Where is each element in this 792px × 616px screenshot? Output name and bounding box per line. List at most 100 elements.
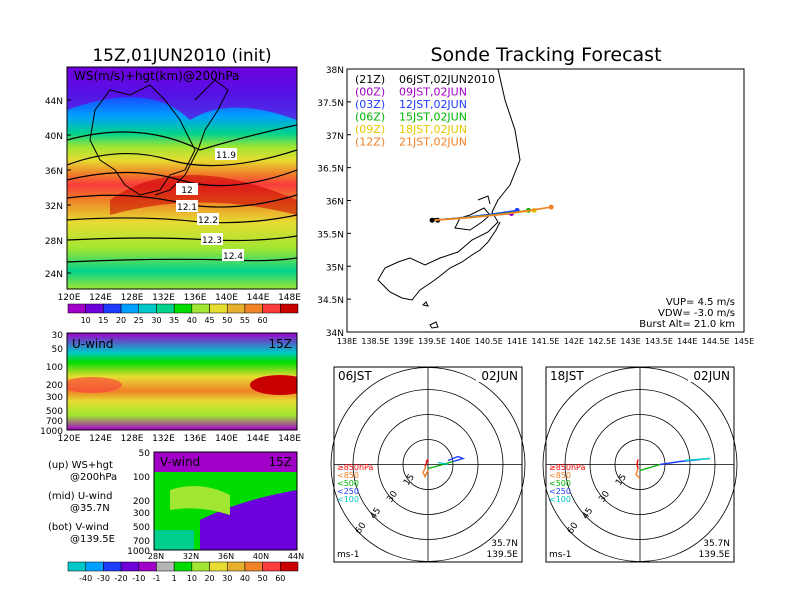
hodograph-06jst: 06JST 02JUN15304560≥850hPa<850<500<250<10… [330, 366, 526, 563]
polar-time: 18JST [550, 369, 584, 383]
svg-text:12.1: 12.1 [177, 203, 197, 213]
polar-unit: ms-1 [337, 550, 359, 560]
colorbar-tick-label: 10 [187, 574, 197, 583]
track-info-line: VUP= 4.5 m/s [666, 297, 735, 308]
colorbar-tick-label: 50 [222, 316, 232, 325]
colorbar-cell [209, 303, 228, 314]
u-wind-time: 15Z [269, 337, 293, 351]
lat-tick-label: 28N [45, 237, 63, 247]
pressure-tick-label: 1000 [127, 547, 150, 557]
lat-tick-label: 40N [253, 552, 269, 561]
colorbar-tick-label: 55 [240, 316, 250, 325]
colorbar-tick-label: 40 [187, 316, 197, 325]
contour-label: 12 [176, 183, 198, 196]
lon-tick-label: 144E [247, 293, 270, 303]
colorbar-tick-label: -40 [79, 574, 92, 583]
polar-lon: 139.5E [699, 550, 731, 560]
right-title: Sonde Tracking Forecast [430, 44, 661, 66]
pressure-tick-label: 200 [46, 381, 63, 391]
colorbar-cell [138, 561, 157, 572]
lat-tick-label: 36N [45, 167, 63, 177]
pressure-tick-label: 700 [46, 417, 63, 427]
level-legend: <850 [549, 471, 571, 480]
lat-tick-label: 35.5N [317, 230, 344, 240]
note-line: (bot) V-wind [48, 522, 109, 533]
colorbar-cell [244, 561, 263, 572]
colorbar-tick-label: -20 [115, 574, 128, 583]
lon-tick-label: 132E [152, 293, 175, 303]
lat-tick-label: 44N [288, 552, 304, 561]
colorbar-tick-label: 25 [134, 316, 144, 325]
colorbar-tick-label: 50 [258, 574, 268, 583]
colorbar-tick-label: -10 [132, 574, 145, 583]
legend-time: 21JST,02JUN [399, 136, 467, 149]
pressure-tick-label: 100 [46, 363, 63, 373]
lon-tick-label: 140E [215, 434, 238, 444]
level-legend: <250 [337, 487, 359, 496]
colorbar-cell [120, 303, 140, 314]
pressure-tick-label: 500 [133, 523, 150, 533]
polar-lon: 139.5E [487, 550, 519, 560]
lat-tick-label: 35N [326, 263, 344, 273]
lon-tick-label: 132E [152, 434, 175, 444]
pressure-tick-label: 700 [133, 537, 150, 547]
polar-time: 06JST [338, 369, 372, 383]
level-legend: <850 [337, 471, 359, 480]
colorbar-cell [138, 303, 157, 314]
colorbar-cell [226, 303, 246, 314]
lon-tick-label: 138E [337, 337, 357, 346]
colorbar-cell [103, 303, 122, 314]
colorbar-tick-label: 30 [151, 316, 161, 325]
pressure-tick-label: 30 [52, 331, 64, 341]
level-legend: <500 [337, 479, 359, 488]
hodograph-trace [422, 466, 429, 479]
colorbar-cell [120, 561, 140, 572]
lat-tick-label: 28N [148, 552, 164, 561]
contour-label: 12.3 [201, 233, 223, 246]
note-line: (up) WS+hgt [48, 460, 113, 471]
level-legend: <100 [549, 495, 571, 504]
colorbar-cell [209, 561, 228, 572]
lon-tick-label: 148E [278, 293, 301, 303]
legend-zulu: (00Z) [355, 86, 385, 99]
burst-point [548, 204, 554, 210]
colorbar-cell [280, 561, 299, 572]
colorbar-tick-label: 10 [81, 316, 91, 325]
lon-tick-label: 120E [58, 434, 81, 444]
colorbar-tick-label: 20 [116, 316, 126, 325]
legend-zulu: (12Z) [355, 136, 385, 149]
note-line: (mid) U-wind [48, 491, 112, 502]
colorbar-tick-label: 60 [275, 574, 285, 583]
lon-tick-label: 138.5E [361, 337, 389, 346]
left-title: 15Z,01JUN2010 (init) [92, 46, 271, 66]
level-legend: <500 [549, 479, 571, 488]
lon-tick-label: 148E [278, 434, 301, 444]
note-line: @139.5E [70, 534, 115, 545]
pressure-tick-label: 50 [52, 345, 64, 355]
lat-tick-label: 34N [326, 329, 344, 339]
lon-tick-label: 144E [247, 434, 270, 444]
colorbar-tick-label: 35 [169, 316, 179, 325]
pressure-tick-label: 100 [133, 473, 150, 483]
track-info-line: Burst Alt= 21.0 km [639, 319, 735, 330]
legend-time: 06JST,02JUN2010 [399, 73, 495, 86]
svg-text:12.3: 12.3 [202, 236, 222, 246]
hodograph-trace [424, 459, 429, 467]
legend-time: 09JST,02JUN [399, 86, 467, 99]
svg-text:12: 12 [181, 186, 192, 196]
panel-notes: (up) WS+hgt@200hPa (mid) U-wind@35.7N (bot… [48, 460, 117, 545]
pressure-tick-label: 1000 [40, 427, 63, 437]
legend-zulu: (03Z) [355, 98, 385, 111]
lon-tick-label: 144E [677, 337, 697, 346]
lon-tick-label: 124E [89, 293, 112, 303]
hodograph-trace [447, 455, 466, 463]
colorbar-cell [262, 561, 281, 572]
hodograph-trace [639, 463, 661, 472]
lon-tick-label: 140E [215, 293, 238, 303]
colorbar-tick-label: 20 [204, 574, 214, 583]
pressure-tick-label: 200 [133, 497, 150, 507]
colorbar-cell [85, 561, 104, 572]
colorbar-cell [191, 303, 210, 314]
level-legend: ≥850hPa [337, 463, 374, 472]
